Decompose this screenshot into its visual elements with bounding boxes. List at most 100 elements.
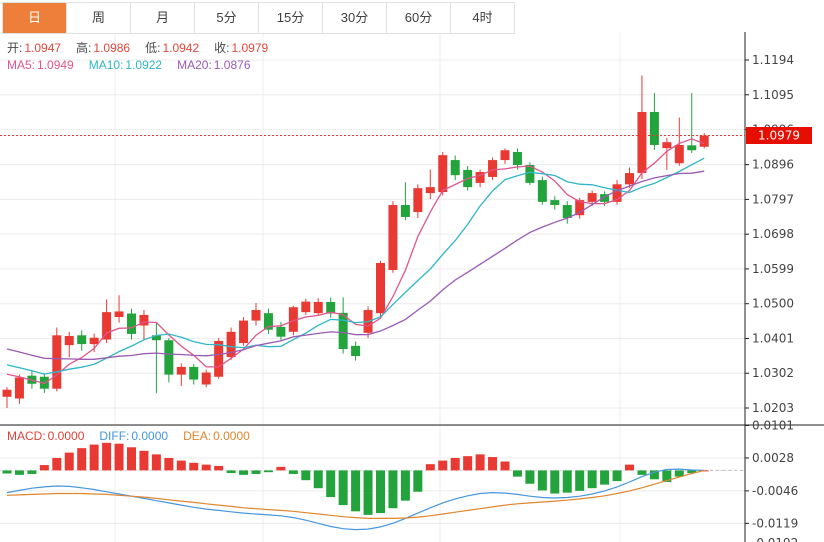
macd-histogram-bar — [89, 444, 99, 471]
candle-body — [301, 301, 311, 313]
macd-histogram-bar — [537, 470, 547, 491]
candle-body — [376, 262, 385, 314]
macd-axis-label-clipped: -0.0192 — [752, 536, 798, 542]
macd-histogram-bar — [127, 447, 136, 471]
ohlc-value: 1.0947 — [24, 41, 62, 55]
ohlc-item: 高: 1.0986 — [76, 39, 130, 56]
price-axis-label: 1.0302 — [752, 366, 794, 380]
macd-histogram-bar — [450, 457, 460, 471]
macd-histogram-bar — [288, 470, 298, 474]
macd-histogram-bar — [326, 470, 336, 498]
macd-value: 0.0000 — [131, 429, 169, 443]
price-axis-label: 1.0797 — [752, 192, 794, 206]
candle-body — [114, 311, 124, 318]
ohlc-label: 收: — [214, 41, 230, 55]
timeframe-tab-7[interactable]: 4时 — [451, 3, 514, 33]
last-price-marker — [746, 126, 812, 144]
candle-body — [226, 331, 236, 358]
macd-histogram-bar — [276, 466, 286, 471]
macd-item: DIFF: 0.0000 — [99, 429, 168, 443]
candle-body — [189, 366, 199, 380]
ma-label: MA5: — [7, 58, 36, 72]
macd-value: 0.0000 — [47, 429, 85, 443]
candle-body — [500, 150, 510, 161]
ohlc-label: 低: — [145, 41, 161, 55]
macd-histogram-bar — [388, 470, 398, 509]
candle-body — [699, 135, 709, 147]
candle-body — [438, 155, 448, 193]
macd-histogram-bar — [52, 457, 62, 471]
macd-histogram-bar — [351, 470, 361, 512]
macd-histogram-bar — [114, 443, 124, 471]
candle-body — [637, 111, 647, 174]
candle-body — [201, 372, 211, 385]
macd-histogram-bar — [413, 470, 423, 492]
ma-value: 1.0949 — [37, 58, 74, 72]
ma-value: 1.0876 — [213, 58, 251, 72]
macd-histogram-bar — [662, 470, 672, 482]
timeframe-tab-3[interactable]: 5分 — [195, 3, 259, 33]
candle-body — [127, 313, 136, 334]
candle-body — [338, 312, 348, 350]
macd-histogram-bar — [226, 470, 236, 474]
macd-histogram-bar — [625, 464, 634, 471]
timeframe-tab-0[interactable]: 日 — [3, 3, 67, 33]
timeframe-tab-5[interactable]: 30分 — [323, 3, 387, 33]
macd-histogram-bar — [425, 464, 435, 471]
ma-readout: MA5: 1.0949 MA10: 1.0922 MA20: 1.0876 — [7, 58, 251, 72]
macd-histogram-bar — [674, 470, 684, 477]
candle-body — [450, 160, 460, 176]
candle-body — [475, 172, 485, 183]
macd-histogram-bar — [189, 462, 199, 471]
candle-body — [649, 111, 659, 145]
ohlc-value: 1.0979 — [231, 41, 269, 55]
ma-item: MA20: 1.0876 — [177, 58, 250, 72]
candle-body — [525, 164, 535, 183]
candle-body — [251, 310, 261, 321]
price-axis-label: 1.1095 — [752, 88, 794, 102]
diff-line — [6, 468, 705, 531]
macd-axis-label: 0.0028 — [752, 451, 794, 465]
ma-label: MA20: — [177, 58, 212, 72]
candle-body — [600, 194, 610, 202]
candle-body — [413, 188, 423, 213]
macd-histogram-bar — [475, 454, 485, 471]
timeframe-tab-2[interactable]: 月 — [131, 3, 195, 33]
macd-histogram-bar — [687, 470, 697, 474]
macd-histogram-bar — [301, 470, 311, 481]
macd-histogram-bar — [488, 457, 498, 471]
macd-histogram-bar — [313, 470, 323, 489]
macd-histogram-bar — [2, 470, 12, 474]
macd-axis-label: -0.0119 — [752, 516, 798, 530]
macd-histogram-bar — [239, 470, 249, 475]
macd-histogram-bar — [77, 448, 87, 471]
candle-body — [562, 205, 572, 219]
timeframe-tab-6[interactable]: 60分 — [387, 3, 451, 33]
candle-body — [263, 313, 273, 330]
candle-body — [239, 320, 249, 344]
macd-item: DEA: 0.0000 — [183, 429, 250, 443]
macd-histogram-bar — [512, 470, 522, 477]
candle-body — [351, 345, 361, 357]
macd-histogram-bar — [102, 442, 112, 471]
candle-body — [326, 301, 336, 314]
macd-histogram-bar — [463, 456, 473, 471]
candle-body — [625, 173, 634, 185]
timeframe-tab-1[interactable]: 周 — [67, 3, 131, 33]
macd-histogram-bar — [587, 470, 597, 489]
price-axis-label: 1.0500 — [752, 297, 794, 311]
ma-value: 1.0922 — [125, 58, 163, 72]
timeframe-tab-4[interactable]: 15分 — [259, 3, 323, 33]
candle-body — [400, 205, 410, 217]
macd-histogram-bar — [39, 465, 49, 471]
ohlc-label: 开: — [7, 41, 23, 55]
candle-body — [64, 336, 74, 346]
candle-body — [687, 145, 697, 151]
ohlc-item: 收: 1.0979 — [214, 39, 268, 56]
candle-body — [587, 193, 597, 202]
macd-histogram-bar — [400, 470, 410, 501]
candle-body — [89, 337, 99, 345]
macd-histogram-bar — [575, 470, 585, 491]
